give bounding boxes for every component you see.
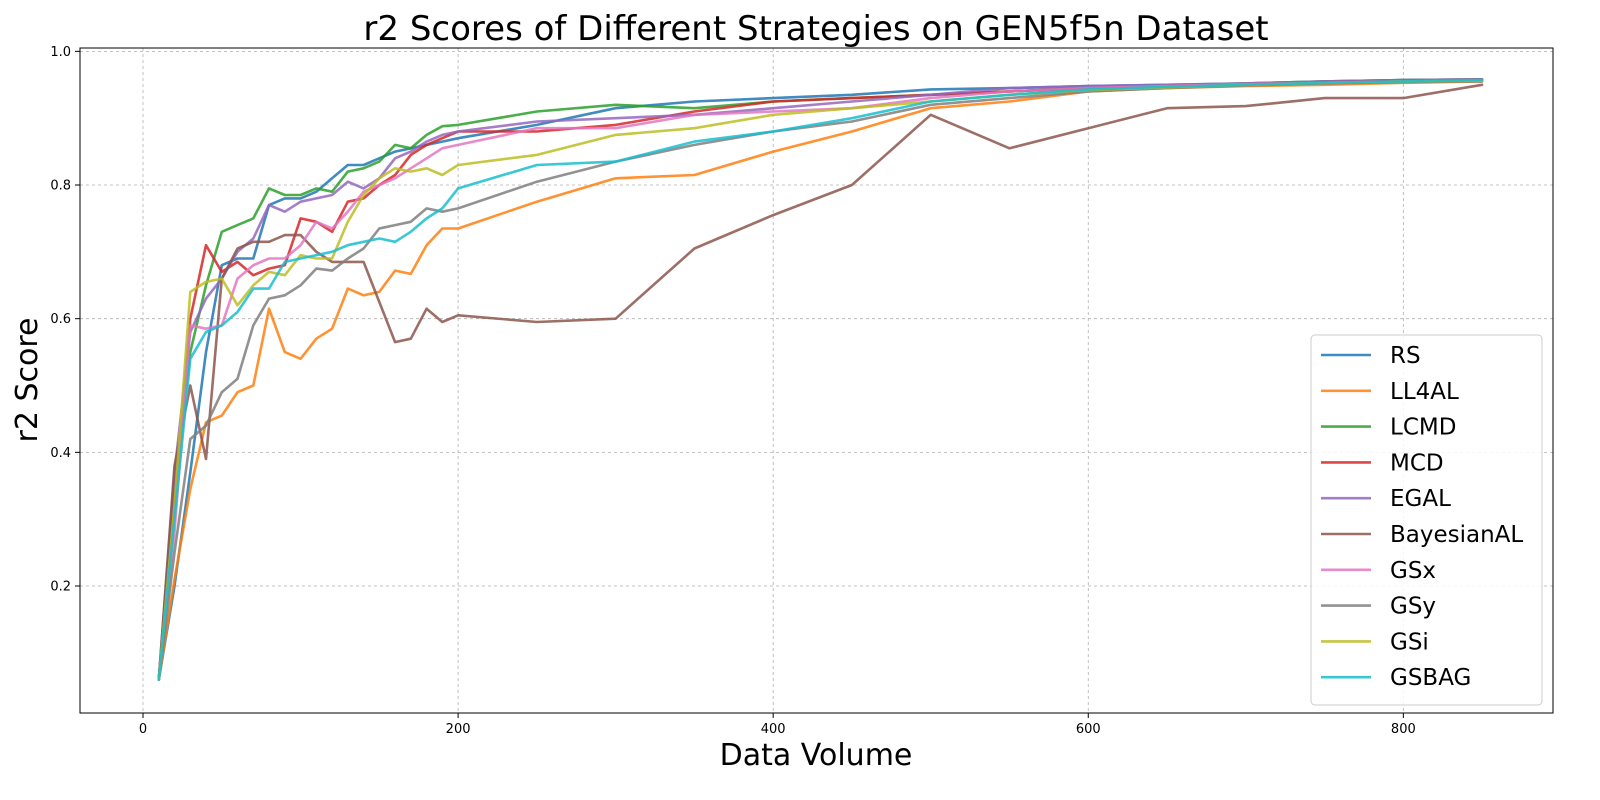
legend-label-rs: RS — [1390, 343, 1421, 369]
legend-label-gsbag: GSBAG — [1390, 665, 1471, 691]
series-line-gsy — [157, 80, 1484, 681]
legend-label-mcd: MCD — [1390, 450, 1444, 476]
series-line-bayesianal — [157, 83, 1484, 681]
y-axis-label: r2 Score — [10, 318, 45, 443]
chart-title: r2 Scores of Different Strategies on GEN… — [363, 9, 1268, 49]
y-tick-label: 0.4 — [50, 446, 71, 461]
y-tick-label: 1.0 — [50, 45, 71, 60]
x-tick-label: 0 — [139, 722, 147, 737]
legend: RS LL4AL LCMD MCD EGAL BayesianAL GSx GSy GSi GSB… — [1310, 334, 1543, 706]
plot-area-frame — [79, 47, 1554, 714]
x-tick-label: 200 — [446, 722, 471, 737]
legend-label-gsx: GSx — [1390, 558, 1436, 584]
series-line-lcmd — [157, 78, 1484, 681]
series-line-gsx — [157, 79, 1484, 681]
y-tick-label: 0.2 — [50, 580, 71, 595]
y-tick-label: 0.6 — [50, 312, 71, 327]
x-tick-label: 400 — [761, 722, 786, 737]
legend-label-egal: EGAL — [1390, 486, 1451, 512]
x-tick-label: 800 — [1391, 722, 1416, 737]
series-lines — [157, 78, 1484, 681]
y-tick-label: 0.8 — [50, 179, 71, 194]
series-line-ll4al — [157, 80, 1484, 681]
legend-label-ll4al: LL4AL — [1390, 379, 1459, 405]
x-axis-label: Data Volume — [720, 738, 913, 773]
axis-ticks: 0 200 400 600 800 0.2 0.4 0.6 0.8 1.0 — [50, 45, 1415, 737]
series-line-gsbag — [157, 78, 1484, 681]
legend-label-lcmd: LCMD — [1390, 415, 1456, 441]
legend-label-gsi: GSi — [1390, 629, 1429, 655]
legend-label-bayesianal: BayesianAL — [1390, 522, 1523, 548]
legend-label-gsy: GSy — [1390, 594, 1436, 620]
x-tick-label: 600 — [1076, 722, 1101, 737]
